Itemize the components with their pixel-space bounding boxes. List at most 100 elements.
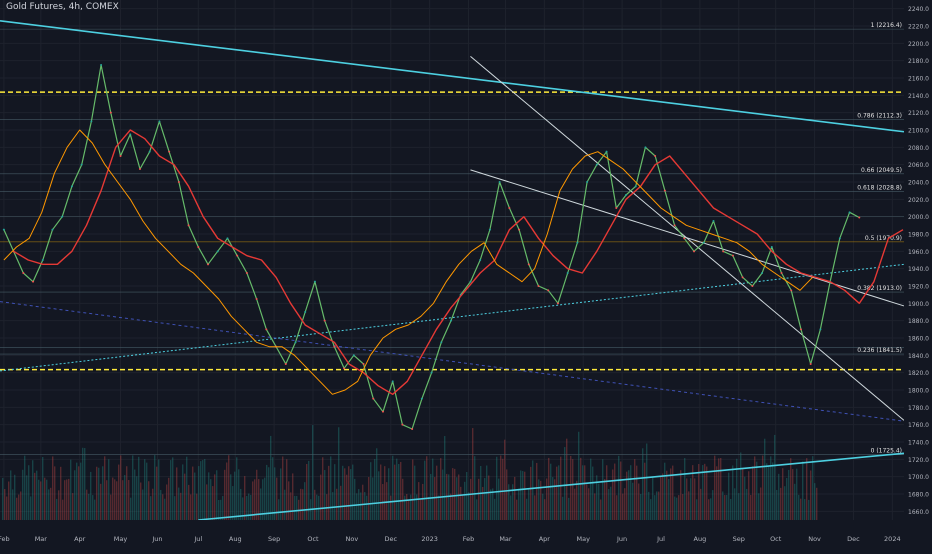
volume-bar — [226, 462, 228, 520]
price-point — [352, 354, 355, 357]
volume-bar — [74, 470, 76, 520]
volume-bar — [32, 460, 34, 520]
volume-bar — [760, 487, 762, 520]
volume-bar — [136, 476, 138, 520]
x-tick-label: Dec — [847, 535, 860, 543]
volume-bar — [406, 493, 408, 520]
volume-bar — [616, 495, 618, 520]
volume-bar — [148, 481, 150, 520]
price-point — [420, 397, 423, 400]
volume-bar — [402, 478, 404, 520]
volume-bar — [752, 466, 754, 520]
volume-bar — [514, 476, 516, 520]
volume-bar — [138, 456, 140, 520]
trendline-lower-support — [198, 452, 905, 521]
volume-bar — [434, 477, 436, 520]
volume-bar — [316, 494, 318, 520]
price-point — [51, 228, 54, 231]
volume-bar — [268, 467, 270, 520]
volume-bar — [754, 456, 756, 520]
volume-bar — [122, 480, 124, 520]
price-point — [624, 194, 627, 196]
volume-bar — [88, 493, 90, 520]
x-tick-label: Aug — [694, 535, 707, 543]
volume-bar — [618, 455, 620, 520]
price-point — [177, 181, 180, 183]
volume-bar — [560, 456, 562, 520]
volume-bar — [314, 489, 316, 520]
y-tick-label: 1820.0 — [908, 370, 929, 377]
volume-bar — [650, 499, 652, 520]
y-tick-label: 1680.0 — [908, 492, 929, 499]
volume-bar — [62, 499, 64, 520]
volume-bar — [50, 487, 52, 520]
volume-bar — [786, 478, 788, 520]
volume-bar — [626, 471, 628, 520]
x-tick-label: Nov — [808, 535, 821, 543]
volume-bar — [768, 465, 770, 520]
volume-bar — [376, 448, 378, 520]
volume-bar — [204, 459, 206, 520]
volume-bar — [240, 488, 242, 520]
price-point — [70, 185, 73, 188]
volume-bar — [10, 470, 12, 520]
volume-bar — [278, 499, 280, 520]
volume-bar — [580, 457, 582, 520]
volume-bar — [410, 494, 412, 520]
volume-bar — [506, 469, 508, 520]
volume-bar — [426, 456, 428, 520]
x-tick-label: May — [114, 535, 128, 543]
volume-bar — [598, 483, 600, 520]
volume-bar — [540, 480, 542, 520]
volume-bar — [340, 485, 342, 520]
volume-bar — [508, 484, 510, 520]
volume-bar — [248, 493, 250, 520]
price-point — [294, 341, 297, 344]
x-tick-label: Jul — [656, 535, 665, 543]
volume-bar — [174, 496, 176, 520]
level-label: 0.5 (1970.9) — [865, 235, 902, 242]
volume-bar — [362, 484, 364, 520]
volume-bar — [488, 475, 490, 520]
price-point — [799, 328, 802, 331]
volume-bar — [82, 447, 84, 520]
volume-bar — [306, 463, 308, 520]
volume-bar — [522, 471, 524, 520]
volume-bar — [710, 498, 712, 520]
volume-bar — [108, 459, 110, 520]
volume-bar — [418, 482, 420, 520]
volume-bar — [320, 474, 322, 520]
volume-bar — [530, 466, 532, 520]
level-label: 0 (1725.4) — [871, 448, 902, 455]
y-tick-label: 2180.0 — [908, 58, 929, 65]
price-point — [236, 254, 239, 257]
volume-bar — [272, 457, 274, 520]
volume-bar — [596, 475, 598, 520]
volume-bar — [586, 484, 588, 520]
volume-bar — [152, 488, 154, 520]
price-point — [343, 367, 346, 370]
price-point — [576, 241, 579, 244]
price-point — [119, 155, 122, 157]
volume-bar — [378, 471, 380, 520]
volume-bar — [588, 488, 590, 520]
volume-bar — [790, 458, 792, 520]
volume-bar — [648, 491, 650, 520]
volume-bar — [246, 495, 248, 520]
volume-bar — [214, 474, 216, 520]
volume-bar — [92, 495, 94, 520]
volume-bar — [814, 483, 816, 520]
volume-bar — [654, 495, 656, 520]
volume-bar — [430, 473, 432, 520]
volume-bar — [462, 495, 464, 520]
volume-bar — [808, 499, 810, 520]
x-tick-label: Aug — [229, 535, 242, 543]
volume-bar — [696, 499, 698, 520]
volume-bar — [778, 473, 780, 520]
volume-bar — [582, 465, 584, 520]
volume-bar — [574, 488, 576, 520]
volume-bar — [120, 455, 122, 520]
volume-bar — [576, 480, 578, 520]
